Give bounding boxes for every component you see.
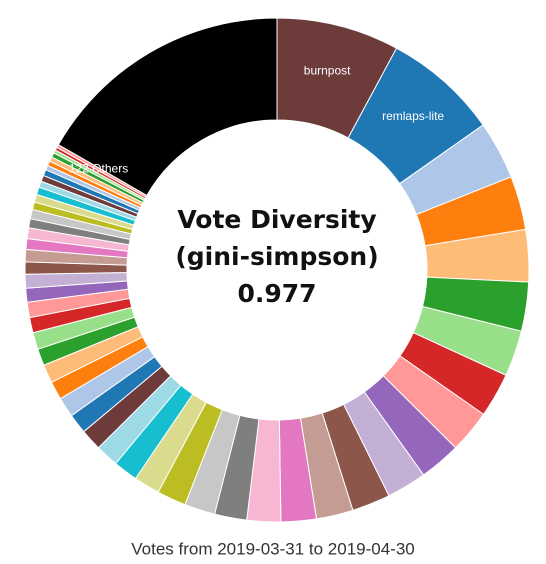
slice-label: burnpost xyxy=(304,63,351,77)
caption: Votes from 2019-03-31 to 2019-04-30 xyxy=(131,539,415,558)
center-value: 0.977 xyxy=(237,279,316,308)
slice xyxy=(57,17,278,197)
donut xyxy=(24,17,530,523)
slice-label: 122 Others xyxy=(69,161,128,175)
center-label: Vote Diversity xyxy=(177,205,376,234)
center-label: (gini-simpson) xyxy=(175,242,378,271)
slice-label: remlaps-lite xyxy=(382,109,444,123)
